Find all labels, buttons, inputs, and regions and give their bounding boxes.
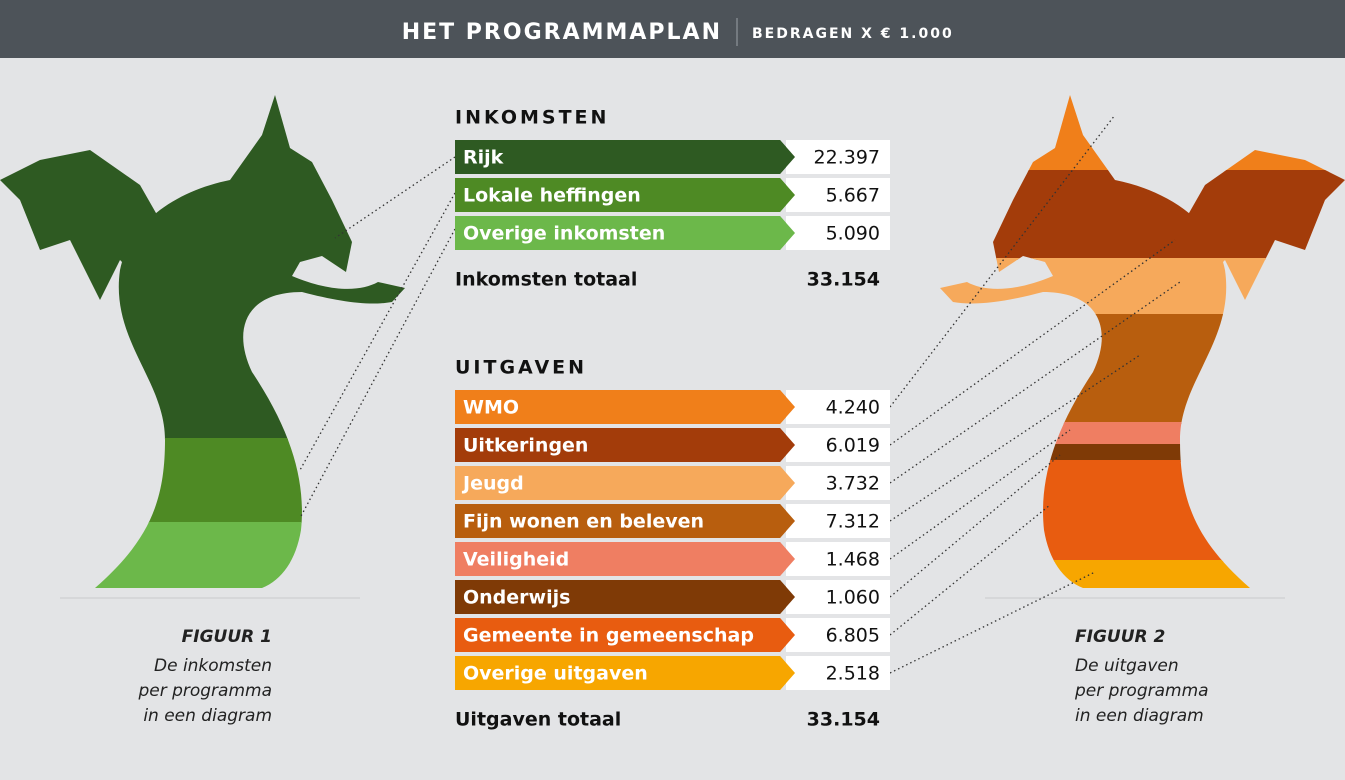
header-title: HET PROGRAMMAPLAN <box>402 20 722 45</box>
figure-caption: per programma <box>1074 681 1209 701</box>
row-label: Veiligheid <box>463 549 569 571</box>
infographic: HET PROGRAMMAPLAN BEDRAGEN X € 1.000 <box>0 0 1345 780</box>
row-label: Fijn wonen en beleven <box>463 511 704 533</box>
row-label: Overige inkomsten <box>463 223 665 245</box>
total-label: Inkomsten totaal <box>455 269 637 291</box>
row-label: Onderwijs <box>463 587 570 609</box>
row-value: 22.397 <box>814 147 880 169</box>
row-label: Gemeente in gemeenschap <box>463 625 754 647</box>
header-subtitle: BEDRAGEN X € 1.000 <box>752 26 954 42</box>
row-label: Lokale heffingen <box>463 185 641 207</box>
figure-label: FIGUUR 2 <box>1075 627 1165 647</box>
figure-caption: in een diagram <box>1075 706 1204 726</box>
row-value: 5.667 <box>826 185 880 207</box>
row-value: 5.090 <box>826 223 880 245</box>
row-value: 6.019 <box>826 435 880 457</box>
row-value: 6.805 <box>826 625 880 647</box>
row-label: Overige uitgaven <box>463 663 648 685</box>
figure-caption: De uitgaven <box>1075 656 1179 676</box>
row-label: WMO <box>463 397 519 419</box>
row-value: 2.518 <box>826 663 880 685</box>
figure-caption: in een diagram <box>143 706 272 726</box>
row-value: 7.312 <box>826 511 880 533</box>
figure-caption: per programma <box>137 681 272 701</box>
row-value: 1.060 <box>826 587 880 609</box>
total-value: 33.154 <box>807 269 880 291</box>
row-value: 4.240 <box>826 397 880 419</box>
row-label: Uitkeringen <box>463 435 588 457</box>
row-value: 1.468 <box>826 549 880 571</box>
section-heading: UITGAVEN <box>455 357 587 379</box>
row-value: 3.732 <box>826 473 880 495</box>
section-heading: INKOMSTEN <box>455 107 609 129</box>
row-label-bg <box>455 140 795 174</box>
total-value: 33.154 <box>807 709 880 731</box>
figure-caption: De inkomsten <box>154 656 272 676</box>
row-label: Jeugd <box>461 473 524 495</box>
figure-label: FIGUUR 1 <box>182 627 272 647</box>
total-label: Uitgaven totaal <box>455 709 621 731</box>
row-label: Rijk <box>463 147 504 169</box>
